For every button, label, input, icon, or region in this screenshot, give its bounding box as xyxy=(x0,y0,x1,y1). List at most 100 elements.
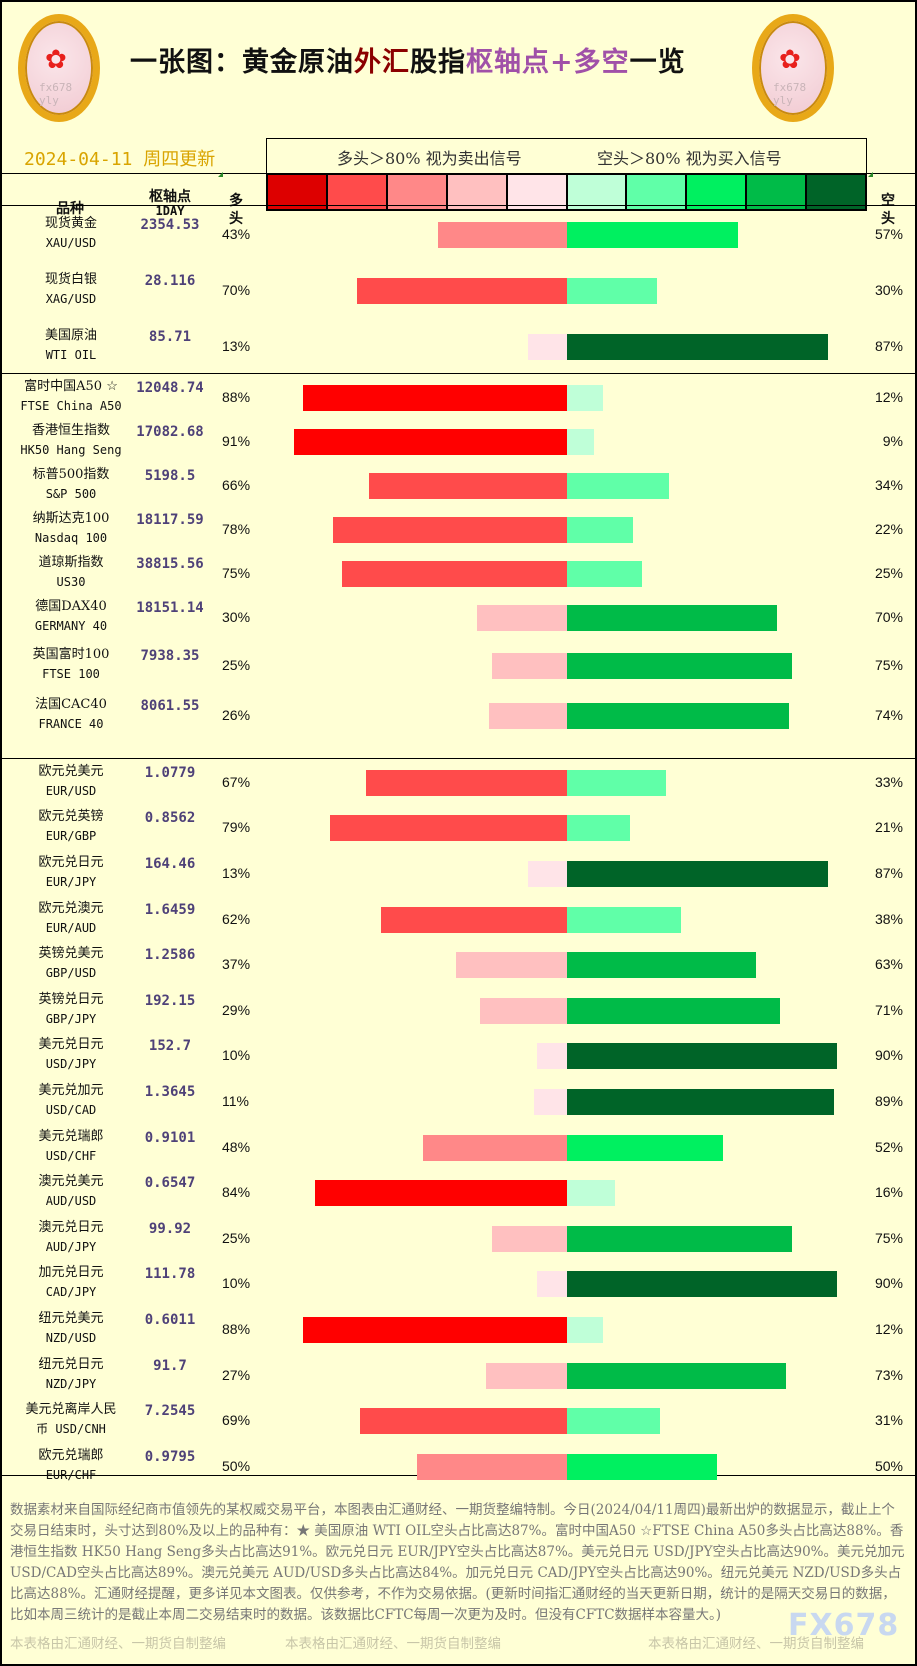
legend-swatch xyxy=(567,175,628,209)
instrument-en: NZD/JPY xyxy=(45,1376,97,1391)
pivot-value: 12048.74 xyxy=(136,380,204,396)
legend-swatch xyxy=(507,175,568,209)
long-bar xyxy=(342,561,567,587)
instrument-cn: 美元兑离岸人民 xyxy=(25,1402,117,1418)
table-row: 纽元兑美元 NZD/USD 0.6011 88% 12% xyxy=(0,1307,917,1353)
short-percent: 22% xyxy=(874,521,903,537)
instrument-en: Nasdaq 100 xyxy=(34,531,108,545)
instrument-en: XAU/USD xyxy=(45,236,97,250)
pivot-value: 1.6459 xyxy=(144,901,196,918)
watermark: FX678 xyxy=(788,1608,900,1643)
short-bar xyxy=(567,860,828,887)
long-bar xyxy=(333,517,567,543)
pivot-value: 28.116 xyxy=(144,273,196,289)
instrument-cn: 纳斯达克100 xyxy=(32,511,110,526)
instrument-cn: 欧元兑日元 xyxy=(38,854,104,870)
short-bar xyxy=(567,473,669,499)
short-bar xyxy=(567,1180,615,1207)
pivot-value: 111.78 xyxy=(144,1266,196,1283)
instrument-cn: 加元兑日元 xyxy=(38,1265,104,1281)
short-bar xyxy=(567,222,738,248)
pivot-value: 38815.56 xyxy=(136,556,204,572)
short-bar xyxy=(567,1043,837,1070)
instrument-cn: 美国原油 xyxy=(44,328,97,343)
title-part: 枢轴点+多空 xyxy=(466,47,630,78)
long-bar xyxy=(492,1225,567,1252)
short-percent: 71% xyxy=(874,1001,903,1018)
long-percent: 29% xyxy=(222,1001,251,1018)
instrument-en: USD/JPY xyxy=(45,1057,97,1072)
pivot-value: 7938.35 xyxy=(140,648,200,664)
short-percent: 90% xyxy=(874,1047,903,1064)
short-bar xyxy=(567,1088,834,1115)
table-row: 现货黄金 XAU/USD 2354.53 43% 57% xyxy=(0,207,917,263)
instrument-cn: 欧元兑澳元 xyxy=(38,900,104,916)
instrument-cn: 欧元兑瑞郎 xyxy=(38,1447,104,1463)
long-bar xyxy=(303,1316,567,1343)
short-percent: 25% xyxy=(874,565,903,581)
long-bar xyxy=(330,815,567,842)
instrument-cn: 标普500指数 xyxy=(32,467,110,482)
title-part: 外汇 xyxy=(354,47,410,78)
instrument-en: EUR/CHF xyxy=(45,1467,97,1482)
table-row: 欧元兑日元 EUR/JPY 164.46 13% 87% xyxy=(0,851,917,897)
short-percent: 89% xyxy=(874,1092,903,1109)
short-percent: 16% xyxy=(874,1184,903,1201)
short-percent: 75% xyxy=(874,657,903,673)
short-percent: 33% xyxy=(874,773,903,790)
long-percent: 10% xyxy=(222,1047,251,1064)
footer-note: 数据素材来自国际经纪商市值领先的某权威交易平台，本图表由汇通财经、一期货整编特制… xyxy=(10,1502,905,1623)
table-row: 欧元兑瑞郎 EUR/CHF 0.9795 50% 50% xyxy=(0,1444,917,1490)
legend-color-scale xyxy=(266,173,867,211)
table-row: 富时中国A50 ☆ FTSE China A50 12048.74 88% 12… xyxy=(0,375,917,421)
instrument-en: HK50 Hang Seng xyxy=(20,443,122,457)
long-bar xyxy=(357,278,567,304)
short-percent: 52% xyxy=(874,1138,903,1155)
long-percent: 69% xyxy=(222,1412,251,1429)
short-bar xyxy=(567,653,792,679)
logo-left: ✿ fx678 yly xyxy=(18,14,100,122)
instrument-en: FTSE China A50 xyxy=(20,399,122,413)
table-row: 标普500指数 S&P 500 5198.5 66% 34% xyxy=(0,463,917,509)
long-percent: 27% xyxy=(222,1366,251,1383)
long-percent: 13% xyxy=(222,338,251,354)
table-row: 德国DAX40 GERMANY 40 18151.14 30% 70% xyxy=(0,595,917,641)
legend-swatch xyxy=(807,175,866,209)
pivot-value: 1.0779 xyxy=(144,764,196,781)
short-percent: 50% xyxy=(874,1457,903,1474)
short-percent: 30% xyxy=(874,282,903,298)
long-percent: 91% xyxy=(222,433,251,449)
long-percent: 84% xyxy=(222,1184,251,1201)
long-bar xyxy=(315,1180,567,1207)
instrument-cn: 纽元兑日元 xyxy=(38,1356,104,1372)
short-bar xyxy=(567,429,594,455)
instrument-en: EUR/USD xyxy=(45,783,97,798)
long-bar xyxy=(366,769,567,796)
short-bar xyxy=(567,1225,792,1252)
credit-text: 本表格由汇通财经、一期货自制整编 xyxy=(285,1636,501,1652)
instrument-en: AUD/USD xyxy=(45,1194,97,1209)
long-percent: 25% xyxy=(222,657,251,673)
table-row: 香港恒生指数 HK50 Hang Seng 17082.68 91% 9% xyxy=(0,419,917,465)
pivot-value: 0.9795 xyxy=(144,1448,196,1465)
pivot-value: 85.71 xyxy=(148,329,192,345)
table-row: 道琼斯指数 US30 38815.56 75% 25% xyxy=(0,551,917,597)
instrument-cn: 美元兑瑞郎 xyxy=(38,1128,104,1144)
short-percent: 12% xyxy=(874,389,903,405)
instrument-cn: 法国CAC40 xyxy=(35,697,107,712)
instrument-en: US30 xyxy=(56,575,86,589)
long-percent: 62% xyxy=(222,910,251,927)
instrument-cn: 欧元兑美元 xyxy=(38,763,104,779)
instrument-en: S&P 500 xyxy=(45,487,97,501)
instrument-cn: 纽元兑美元 xyxy=(38,1310,104,1326)
long-percent: 70% xyxy=(222,282,251,298)
short-percent: 74% xyxy=(874,707,903,723)
long-bar xyxy=(381,906,567,933)
table-row: 现货白银 XAG/USD 28.116 70% 30% xyxy=(0,263,917,319)
instrument-cn: 道琼斯指数 xyxy=(38,555,104,570)
long-bar xyxy=(528,334,567,360)
short-bar xyxy=(567,1453,717,1480)
long-bar xyxy=(534,1088,567,1115)
page-title: 一张图：黄金原油外汇股指枢轴点+多空一览 xyxy=(130,40,686,79)
short-percent: 70% xyxy=(874,609,903,625)
